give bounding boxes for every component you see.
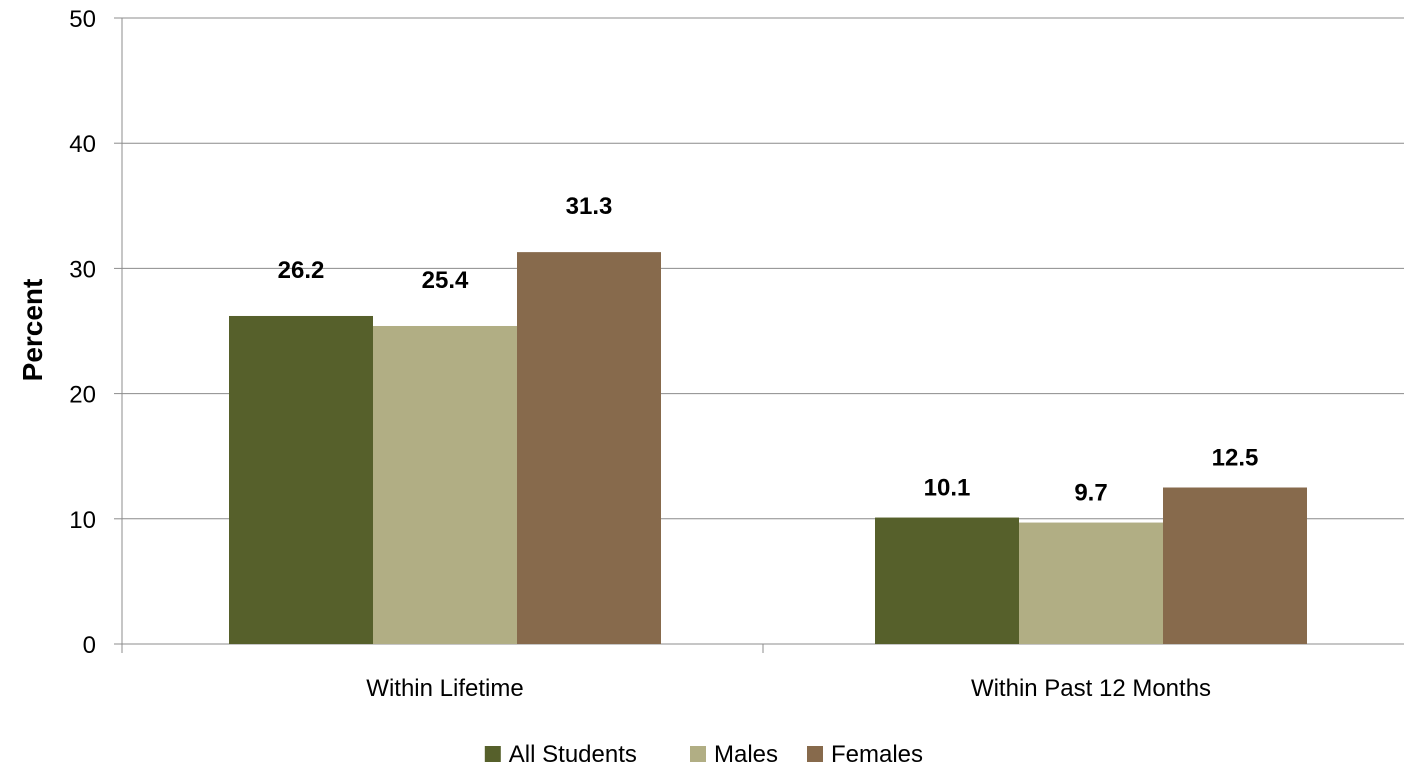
bar-females xyxy=(1163,487,1307,644)
data-label: 31.3 xyxy=(566,193,613,220)
bars xyxy=(229,252,1307,644)
y-tick-label: 30 xyxy=(69,256,96,283)
legend-label: Males xyxy=(714,741,778,768)
legend-item-males[interactable]: Males xyxy=(690,741,778,768)
data-labels: 26.2 10.1 25.4 9.7 31.3 12.5 xyxy=(278,193,1259,506)
y-axis-title: Percent xyxy=(17,279,48,382)
legend-swatch xyxy=(484,746,501,762)
data-label: 25.4 xyxy=(422,267,469,294)
x-category-label: Within Past 12 Months xyxy=(971,675,1211,702)
data-label: 9.7 xyxy=(1074,480,1107,507)
data-label: 10.1 xyxy=(924,475,971,502)
legend-swatch xyxy=(690,746,706,762)
bar-females xyxy=(517,252,661,644)
bar-males xyxy=(373,325,517,644)
y-tick-label: 0 xyxy=(83,632,96,659)
bar-all-students xyxy=(875,517,1019,644)
legend-item-females[interactable]: Females xyxy=(807,741,923,768)
bar-males xyxy=(1019,522,1163,644)
legend-item-all-students[interactable]: All Students xyxy=(484,741,637,768)
legend-label: Females xyxy=(831,741,923,768)
y-tick-label: 40 xyxy=(69,131,96,158)
y-tick-label: 20 xyxy=(69,382,96,409)
bar-all-students xyxy=(229,315,373,644)
x-category-label: Within Lifetime xyxy=(366,675,523,702)
y-tick-label: 50 xyxy=(69,6,96,33)
data-label: 12.5 xyxy=(1212,445,1259,472)
legend-swatch xyxy=(807,746,823,762)
legend[interactable]: All Students Males Females xyxy=(484,741,923,768)
y-tick-label: 10 xyxy=(69,507,96,534)
data-label: 26.2 xyxy=(278,257,325,284)
axes: Percent 0 10 20 30 40 50 Within Lifetime Within… xyxy=(17,6,1404,702)
legend-label: All Students xyxy=(509,741,637,768)
